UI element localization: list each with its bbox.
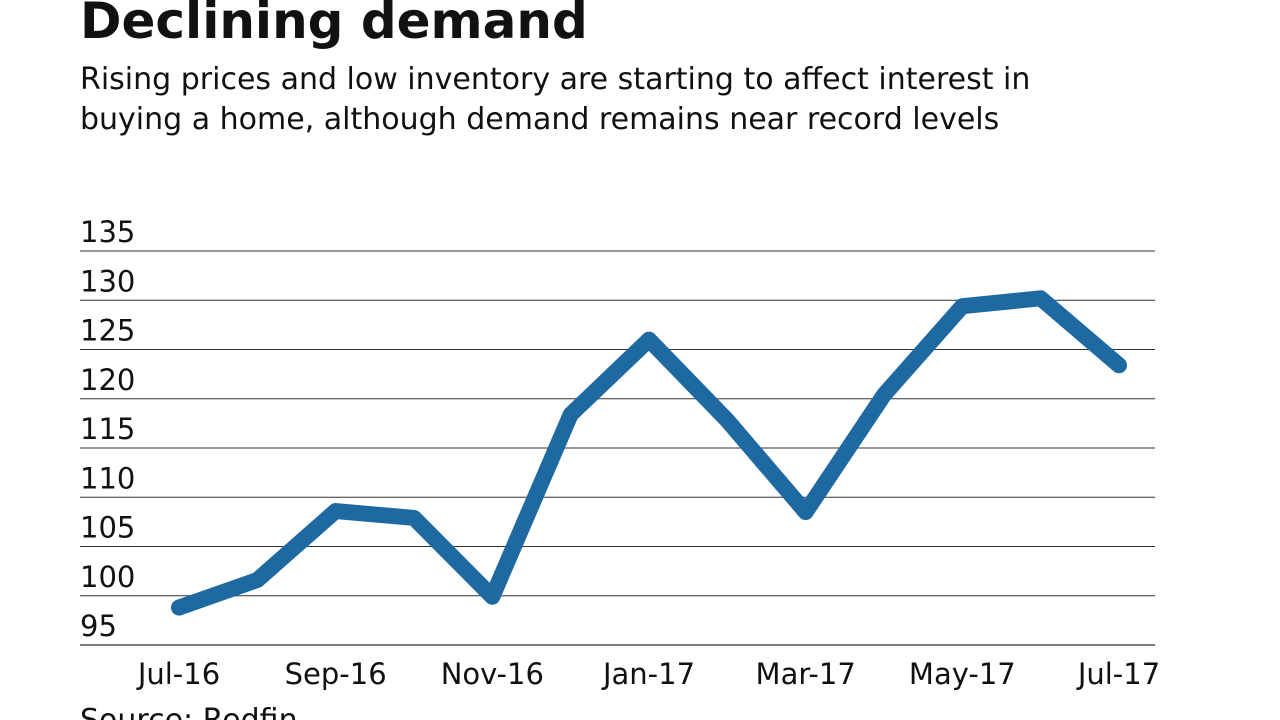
y-tick-label: 105 bbox=[80, 511, 135, 545]
x-tick-label: Mar-17 bbox=[756, 657, 856, 691]
y-tick-label: 95 bbox=[80, 609, 117, 643]
y-tick-label: 120 bbox=[80, 363, 135, 397]
y-tick-label: 100 bbox=[80, 560, 135, 594]
x-tick-label: Jul-17 bbox=[1076, 657, 1160, 691]
x-tick-label: Sep-16 bbox=[285, 657, 387, 691]
y-tick-label: 125 bbox=[80, 314, 135, 348]
data-line bbox=[171, 290, 1127, 616]
x-tick-label: Nov-16 bbox=[441, 657, 544, 691]
y-tick-label: 110 bbox=[80, 461, 135, 495]
source: Source: Redfin bbox=[80, 703, 298, 720]
y-tick-label: 115 bbox=[80, 412, 135, 446]
x-tick-label: Jul-16 bbox=[136, 657, 220, 691]
x-tick-label: Jan-17 bbox=[601, 657, 695, 691]
subtitle: Rising prices and low inventory are star… bbox=[80, 62, 1030, 97]
chart-title: Declining demand bbox=[80, 0, 588, 50]
x-tick-label: May-17 bbox=[909, 657, 1016, 691]
y-tick-label: 130 bbox=[80, 264, 135, 298]
y-tick-label: 135 bbox=[80, 215, 135, 249]
subtitle: buying a home, although demand remains n… bbox=[80, 102, 999, 137]
